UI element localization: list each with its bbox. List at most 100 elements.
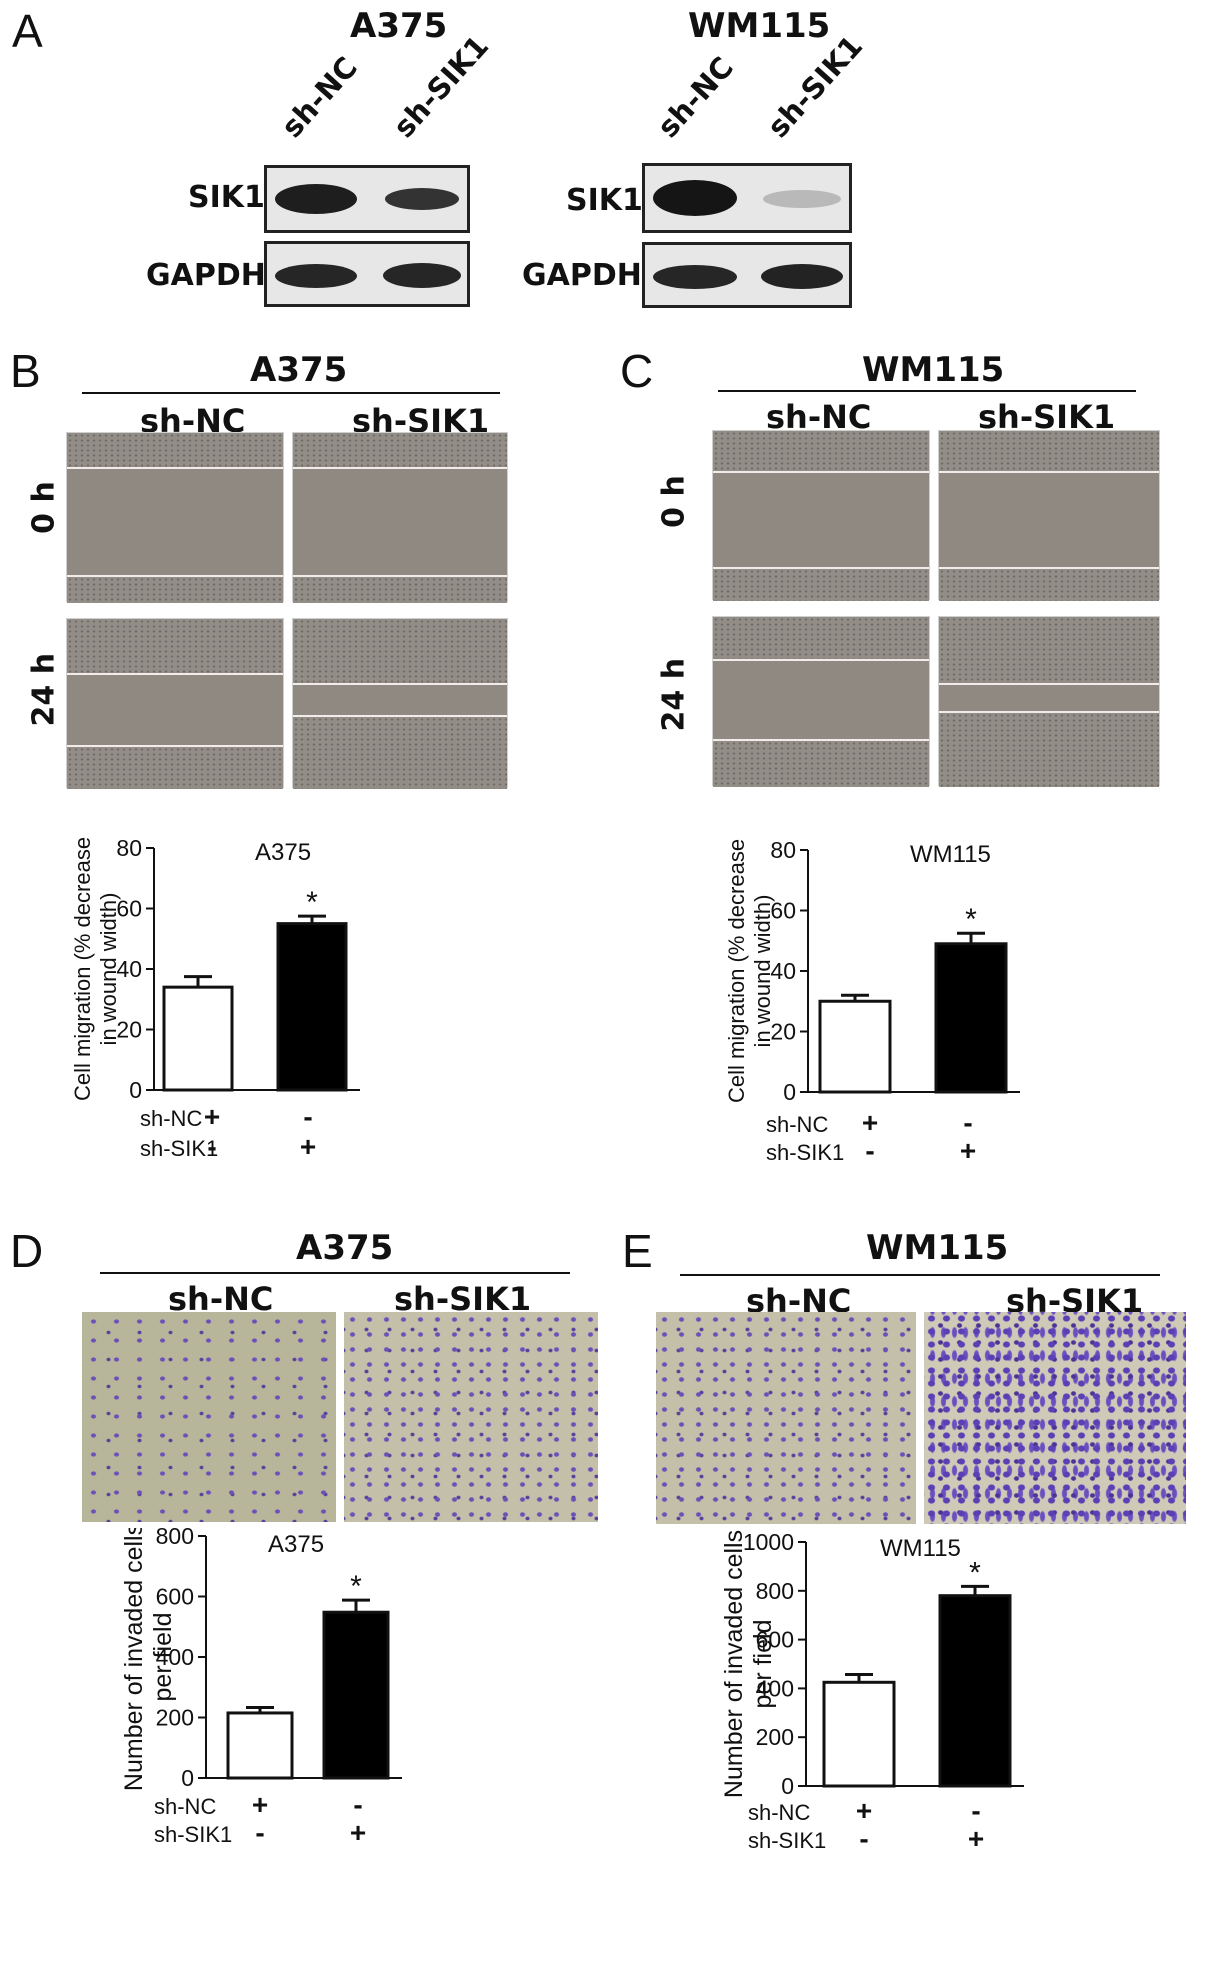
condition-label: sh-NC <box>748 1800 810 1825</box>
wound-image-sh-sik1-24h <box>292 618 508 789</box>
western-blot-sik1-a375 <box>264 165 470 233</box>
panel-title-wm115: WM115 <box>866 1228 1009 1268</box>
bar <box>938 1594 1012 1788</box>
y-tick-label: 40 <box>770 958 796 984</box>
western-blot-gapdh-wm115 <box>642 242 852 308</box>
y-axis-label-text: Cell migration (% decreasein wound width… <box>70 837 121 1101</box>
y-tick-label: 200 <box>756 1724 794 1750</box>
bar <box>226 1711 294 1780</box>
condition-sign: + <box>856 1795 872 1826</box>
header-rule <box>82 392 500 394</box>
lane-label-sh-sik1: sh-SIK1 <box>386 28 496 144</box>
y-tick-label: 40 <box>116 956 142 982</box>
wound-image-sh-nc-24h <box>66 618 284 789</box>
panel-label-d: D <box>10 1225 44 1277</box>
time-label-0h: 0 h <box>656 475 692 528</box>
y-tick-label: 400 <box>156 1644 194 1670</box>
condition-sign: - <box>859 1823 868 1854</box>
blot-band <box>653 265 737 289</box>
condition-sign: - <box>255 1817 264 1848</box>
y-tick-label: 400 <box>756 1675 794 1701</box>
bar <box>818 999 892 1094</box>
y-tick-label: 80 <box>116 835 142 861</box>
y-axis-label-line: Cell migration (% decrease <box>70 837 95 1101</box>
condition-sign: - <box>353 1789 362 1820</box>
y-tick-label: 800 <box>156 1528 194 1549</box>
condition-label: sh-SIK1 <box>748 1828 826 1853</box>
chart-title: A375 <box>255 839 311 866</box>
panel-title-a375: A375 <box>296 1228 394 1268</box>
chart-title: WM115 <box>910 841 991 868</box>
y-tick-label: 0 <box>781 1773 794 1799</box>
blot-title-a375: A375 <box>350 6 448 46</box>
condition-sign: + <box>252 1789 268 1820</box>
blot-band <box>763 190 841 208</box>
condition-label: sh-NC <box>766 1112 828 1137</box>
condition-sign: - <box>303 1101 312 1132</box>
lane-label-sh-nc: sh-NC <box>274 50 364 144</box>
blot-band <box>385 188 459 210</box>
invasion-image-sh-sik1 <box>344 1312 598 1522</box>
condition-label: sh-NC <box>154 1794 216 1819</box>
wound-image-sh-nc-24h <box>712 616 930 787</box>
y-axis-label: Cell migration (% decreasein wound width… <box>724 839 775 1103</box>
group-label-sh-nc: sh-NC <box>766 398 872 436</box>
blot-band <box>383 263 461 288</box>
row-label-sik1: SIK1 <box>188 180 265 215</box>
condition-sign: + <box>960 1135 976 1166</box>
header-rule <box>718 390 1136 392</box>
condition-label: sh-SIK1 <box>766 1140 844 1165</box>
significance-marker: * <box>969 1556 981 1589</box>
y-tick-label: 0 <box>783 1079 796 1105</box>
y-axis-label-line: in wound width) <box>750 895 775 1048</box>
y-tick-label: 800 <box>756 1578 794 1604</box>
row-label-sik1: SIK1 <box>566 183 643 218</box>
condition-sign: + <box>300 1131 316 1162</box>
wound-image-sh-sik1-24h <box>938 616 1160 787</box>
condition-sign: + <box>968 1823 984 1854</box>
y-tick-label: 1000 <box>743 1529 794 1555</box>
y-tick-label: 20 <box>770 1019 796 1045</box>
y-tick-label: 60 <box>770 898 796 924</box>
y-tick-label: 0 <box>181 1765 194 1791</box>
significance-marker: * <box>306 886 318 919</box>
blot-band <box>761 264 843 289</box>
y-tick-label: 60 <box>116 896 142 922</box>
condition-sign: + <box>204 1101 220 1132</box>
wound-image-sh-sik1-0h <box>292 432 508 603</box>
time-label-0h: 0 h <box>26 481 62 534</box>
row-label-gapdh: GAPDH <box>522 258 642 293</box>
invasion-image-sh-nc <box>82 1312 336 1522</box>
y-tick-label: 0 <box>129 1077 142 1103</box>
y-axis-label: Number of invaded cellsper field <box>120 1528 177 1791</box>
wound-image-sh-nc-0h <box>66 432 284 603</box>
y-tick-label: 200 <box>156 1705 194 1731</box>
bar <box>162 985 234 1092</box>
y-tick-label: 80 <box>770 837 796 863</box>
panel-label-b: B <box>10 345 41 397</box>
condition-sign: - <box>865 1135 874 1166</box>
y-tick-label: 600 <box>156 1584 194 1610</box>
condition-sign: - <box>207 1131 216 1162</box>
bar <box>934 942 1008 1094</box>
panel-label-a: A <box>12 5 43 57</box>
condition-label: sh-SIK1 <box>154 1822 232 1847</box>
y-axis-label: Cell migration (% decreasein wound width… <box>70 837 121 1101</box>
time-label-24h: 24 h <box>26 652 62 727</box>
y-tick-label: 600 <box>756 1627 794 1653</box>
header-rule <box>680 1274 1160 1276</box>
condition-label: sh-NC <box>140 1106 202 1131</box>
y-axis-label-line: per field <box>749 1620 777 1709</box>
condition-sign: + <box>862 1107 878 1138</box>
y-axis-label-line: Number of invaded cells <box>120 1528 148 1791</box>
y-axis-label-text: Cell migration (% decreasein wound width… <box>724 839 775 1103</box>
y-tick-label: 20 <box>116 1017 142 1043</box>
group-label-sh-nc: sh-NC <box>168 1280 274 1318</box>
y-axis-label-text: Number of invaded cellsper field <box>120 1528 177 1791</box>
significance-marker: * <box>965 903 977 936</box>
header-rule <box>100 1272 570 1274</box>
row-label-gapdh: GAPDH <box>146 258 266 293</box>
bar <box>276 922 348 1092</box>
